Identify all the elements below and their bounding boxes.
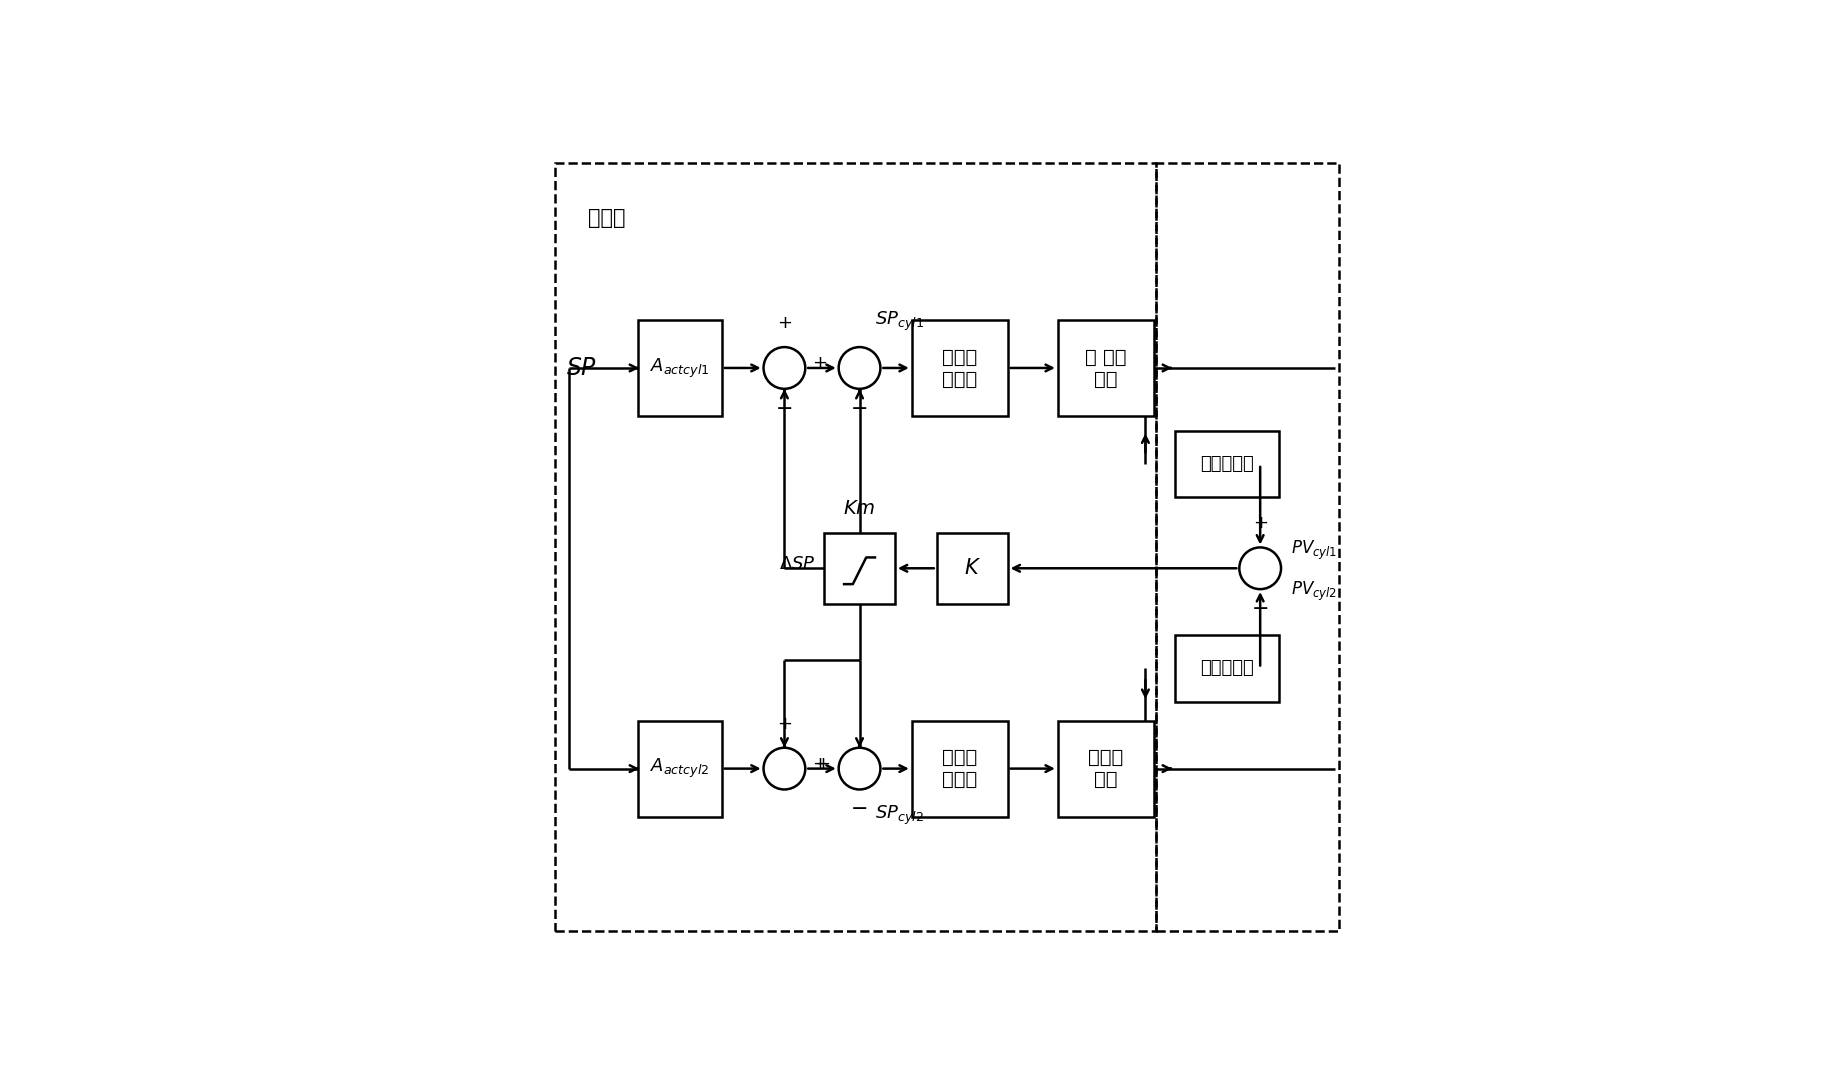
Text: $PV_{cyl2}$: $PV_{cyl2}$ — [1291, 580, 1337, 604]
Text: −: − — [776, 399, 793, 418]
Text: 控制器: 控制器 — [588, 208, 625, 228]
Text: $\Delta SP$: $\Delta SP$ — [778, 555, 815, 573]
Text: 闭环控
制算法: 闭环控 制算法 — [942, 748, 977, 789]
Bar — [1057, 721, 1153, 816]
Circle shape — [839, 748, 879, 789]
Text: 位移传感器: 位移传感器 — [1199, 455, 1252, 473]
Bar — [910, 320, 1008, 416]
Text: +: + — [811, 754, 826, 773]
Circle shape — [763, 347, 805, 389]
Text: $Km$: $Km$ — [842, 499, 875, 518]
Text: +: + — [776, 714, 791, 733]
Bar — [824, 533, 894, 604]
Bar — [1155, 164, 1339, 931]
Text: +: + — [776, 314, 791, 332]
Bar — [1173, 430, 1278, 498]
Text: 闭环控
制算法: 闭环控 制算法 — [942, 348, 977, 388]
Text: −: − — [1251, 599, 1269, 619]
Text: $K$: $K$ — [964, 558, 980, 578]
Bar — [936, 533, 1008, 604]
Bar — [555, 164, 1155, 931]
Text: 位移传感器: 位移传感器 — [1199, 659, 1252, 678]
Text: +: + — [811, 354, 826, 372]
Text: +: + — [1252, 515, 1267, 532]
Bar — [638, 320, 721, 416]
Text: $A_{actcyl1}$: $A_{actcyl1}$ — [649, 357, 710, 379]
Bar — [1057, 320, 1153, 416]
Text: +: + — [815, 754, 829, 773]
Bar — [1173, 635, 1278, 701]
Text: 第二液
压缸: 第二液 压缸 — [1087, 748, 1124, 789]
Text: $A_{actcyl2}$: $A_{actcyl2}$ — [649, 757, 710, 780]
Bar — [638, 721, 721, 816]
Text: $PV_{cyl1}$: $PV_{cyl1}$ — [1291, 539, 1337, 562]
Text: −: − — [850, 800, 868, 820]
Text: $SP_{cyl2}$: $SP_{cyl2}$ — [874, 803, 923, 827]
Text: $SP$: $SP$ — [565, 356, 596, 380]
Text: −: − — [850, 399, 868, 418]
Text: 第 一液
压缸: 第 一液 压缸 — [1085, 348, 1125, 388]
Bar — [910, 721, 1008, 816]
Text: $SP_{cyl1}$: $SP_{cyl1}$ — [874, 310, 923, 333]
Circle shape — [1239, 547, 1280, 590]
Circle shape — [763, 748, 805, 789]
Circle shape — [839, 347, 879, 389]
